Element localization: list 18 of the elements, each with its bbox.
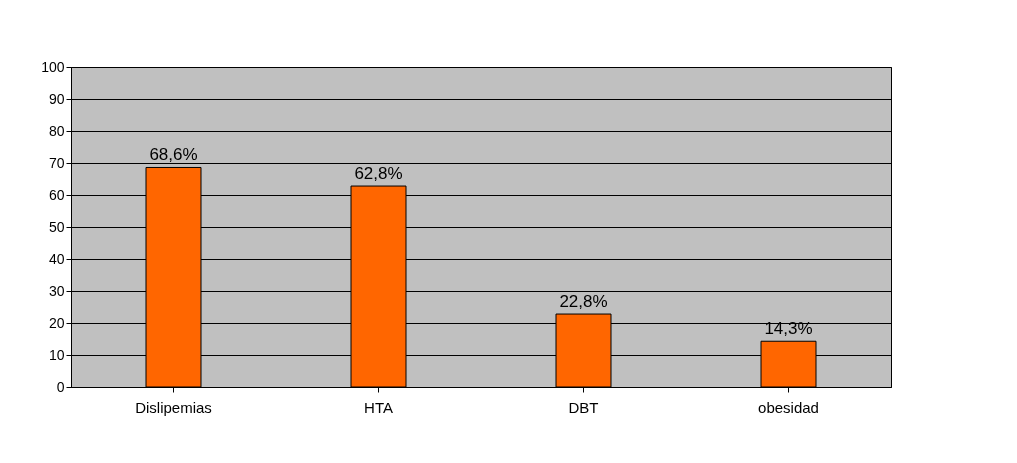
y-tick-label: 40 [48, 250, 65, 267]
x-tick-label: HTA [364, 398, 393, 416]
y-tick-label: 90 [48, 90, 65, 107]
y-tick-label: 0 [56, 378, 65, 395]
x-tick-label: obesidad [758, 398, 819, 416]
data-label: 68,6% [149, 145, 198, 165]
x-tick-label: Dislipemias [135, 398, 212, 416]
data-label: 62,8% [354, 164, 403, 184]
y-tick-label: 30 [48, 282, 65, 299]
y-tick-label: 60 [48, 186, 65, 203]
y-tick-label: 10 [48, 346, 65, 363]
y-tick-label: 70 [48, 154, 65, 171]
y-tick-label: 20 [48, 314, 65, 331]
y-tick-label: 100 [41, 58, 65, 75]
y-tick-label: 50 [48, 218, 65, 235]
y-tick-label: 80 [48, 122, 65, 139]
data-label: 22,8% [559, 292, 608, 312]
x-tick-label: DBT [568, 398, 599, 416]
